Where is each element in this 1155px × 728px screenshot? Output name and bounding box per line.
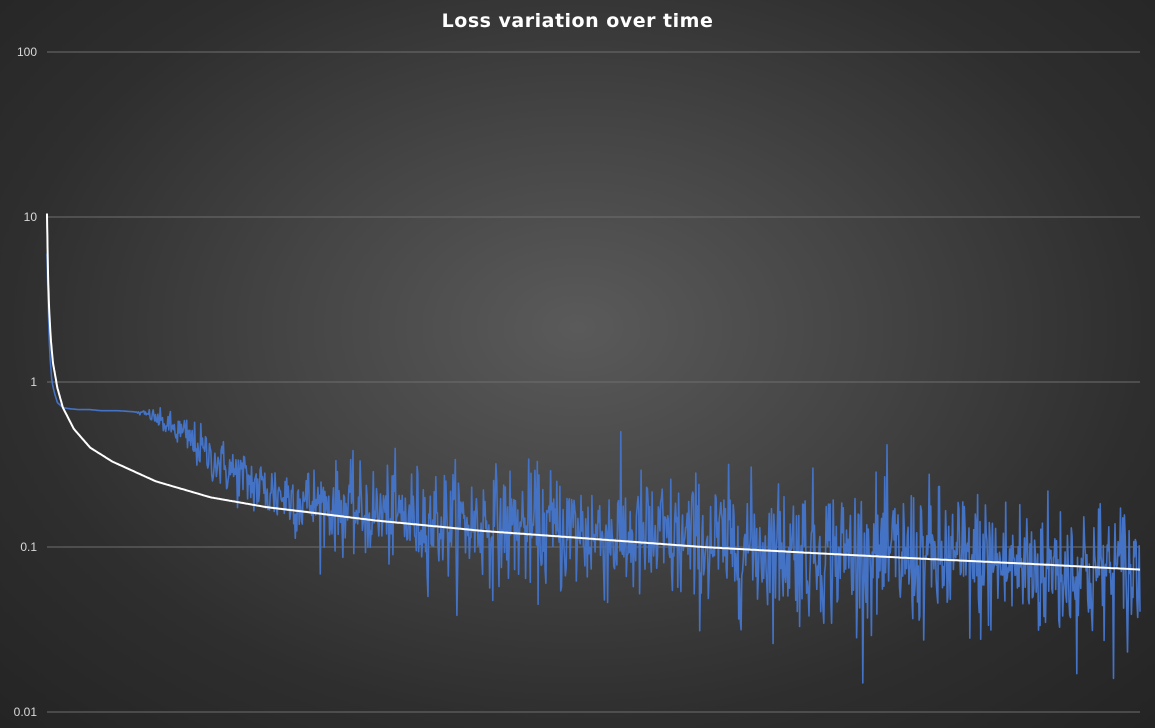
y-tick-label: 0.1: [20, 540, 37, 554]
series-line-2: [46, 213, 1141, 571]
series-line-1: [46, 253, 1141, 684]
chart-title: Loss variation over time: [441, 10, 714, 32]
y-tick-label: 10: [24, 210, 38, 224]
y-tick-label: 0.01: [14, 705, 38, 719]
y-axis-ticks: 100 10 1 0.1 0.01: [14, 45, 38, 719]
series-layer: [46, 213, 1141, 684]
y-tick-label: 1: [30, 375, 37, 389]
gridlines: [47, 51, 1140, 713]
y-tick-label: 100: [17, 45, 37, 59]
